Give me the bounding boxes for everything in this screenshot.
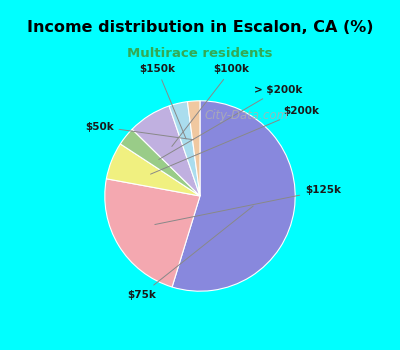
Text: Multirace residents: Multirace residents [127, 47, 273, 60]
Wedge shape [120, 129, 200, 196]
Text: $200k: $200k [150, 106, 319, 174]
Text: $100k: $100k [172, 64, 249, 146]
Text: $75k: $75k [127, 206, 253, 300]
Text: $125k: $125k [155, 186, 341, 224]
Wedge shape [172, 101, 295, 291]
Wedge shape [188, 101, 200, 196]
Wedge shape [105, 179, 200, 287]
Text: Income distribution in Escalon, CA (%): Income distribution in Escalon, CA (%) [27, 20, 373, 35]
Text: $50k: $50k [85, 121, 194, 140]
Wedge shape [132, 106, 200, 196]
Wedge shape [169, 102, 200, 196]
Wedge shape [106, 144, 200, 196]
Text: $150k: $150k [140, 64, 186, 139]
Text: City-Data.com: City-Data.com [205, 109, 289, 122]
Text: > $200k: > $200k [159, 85, 302, 160]
